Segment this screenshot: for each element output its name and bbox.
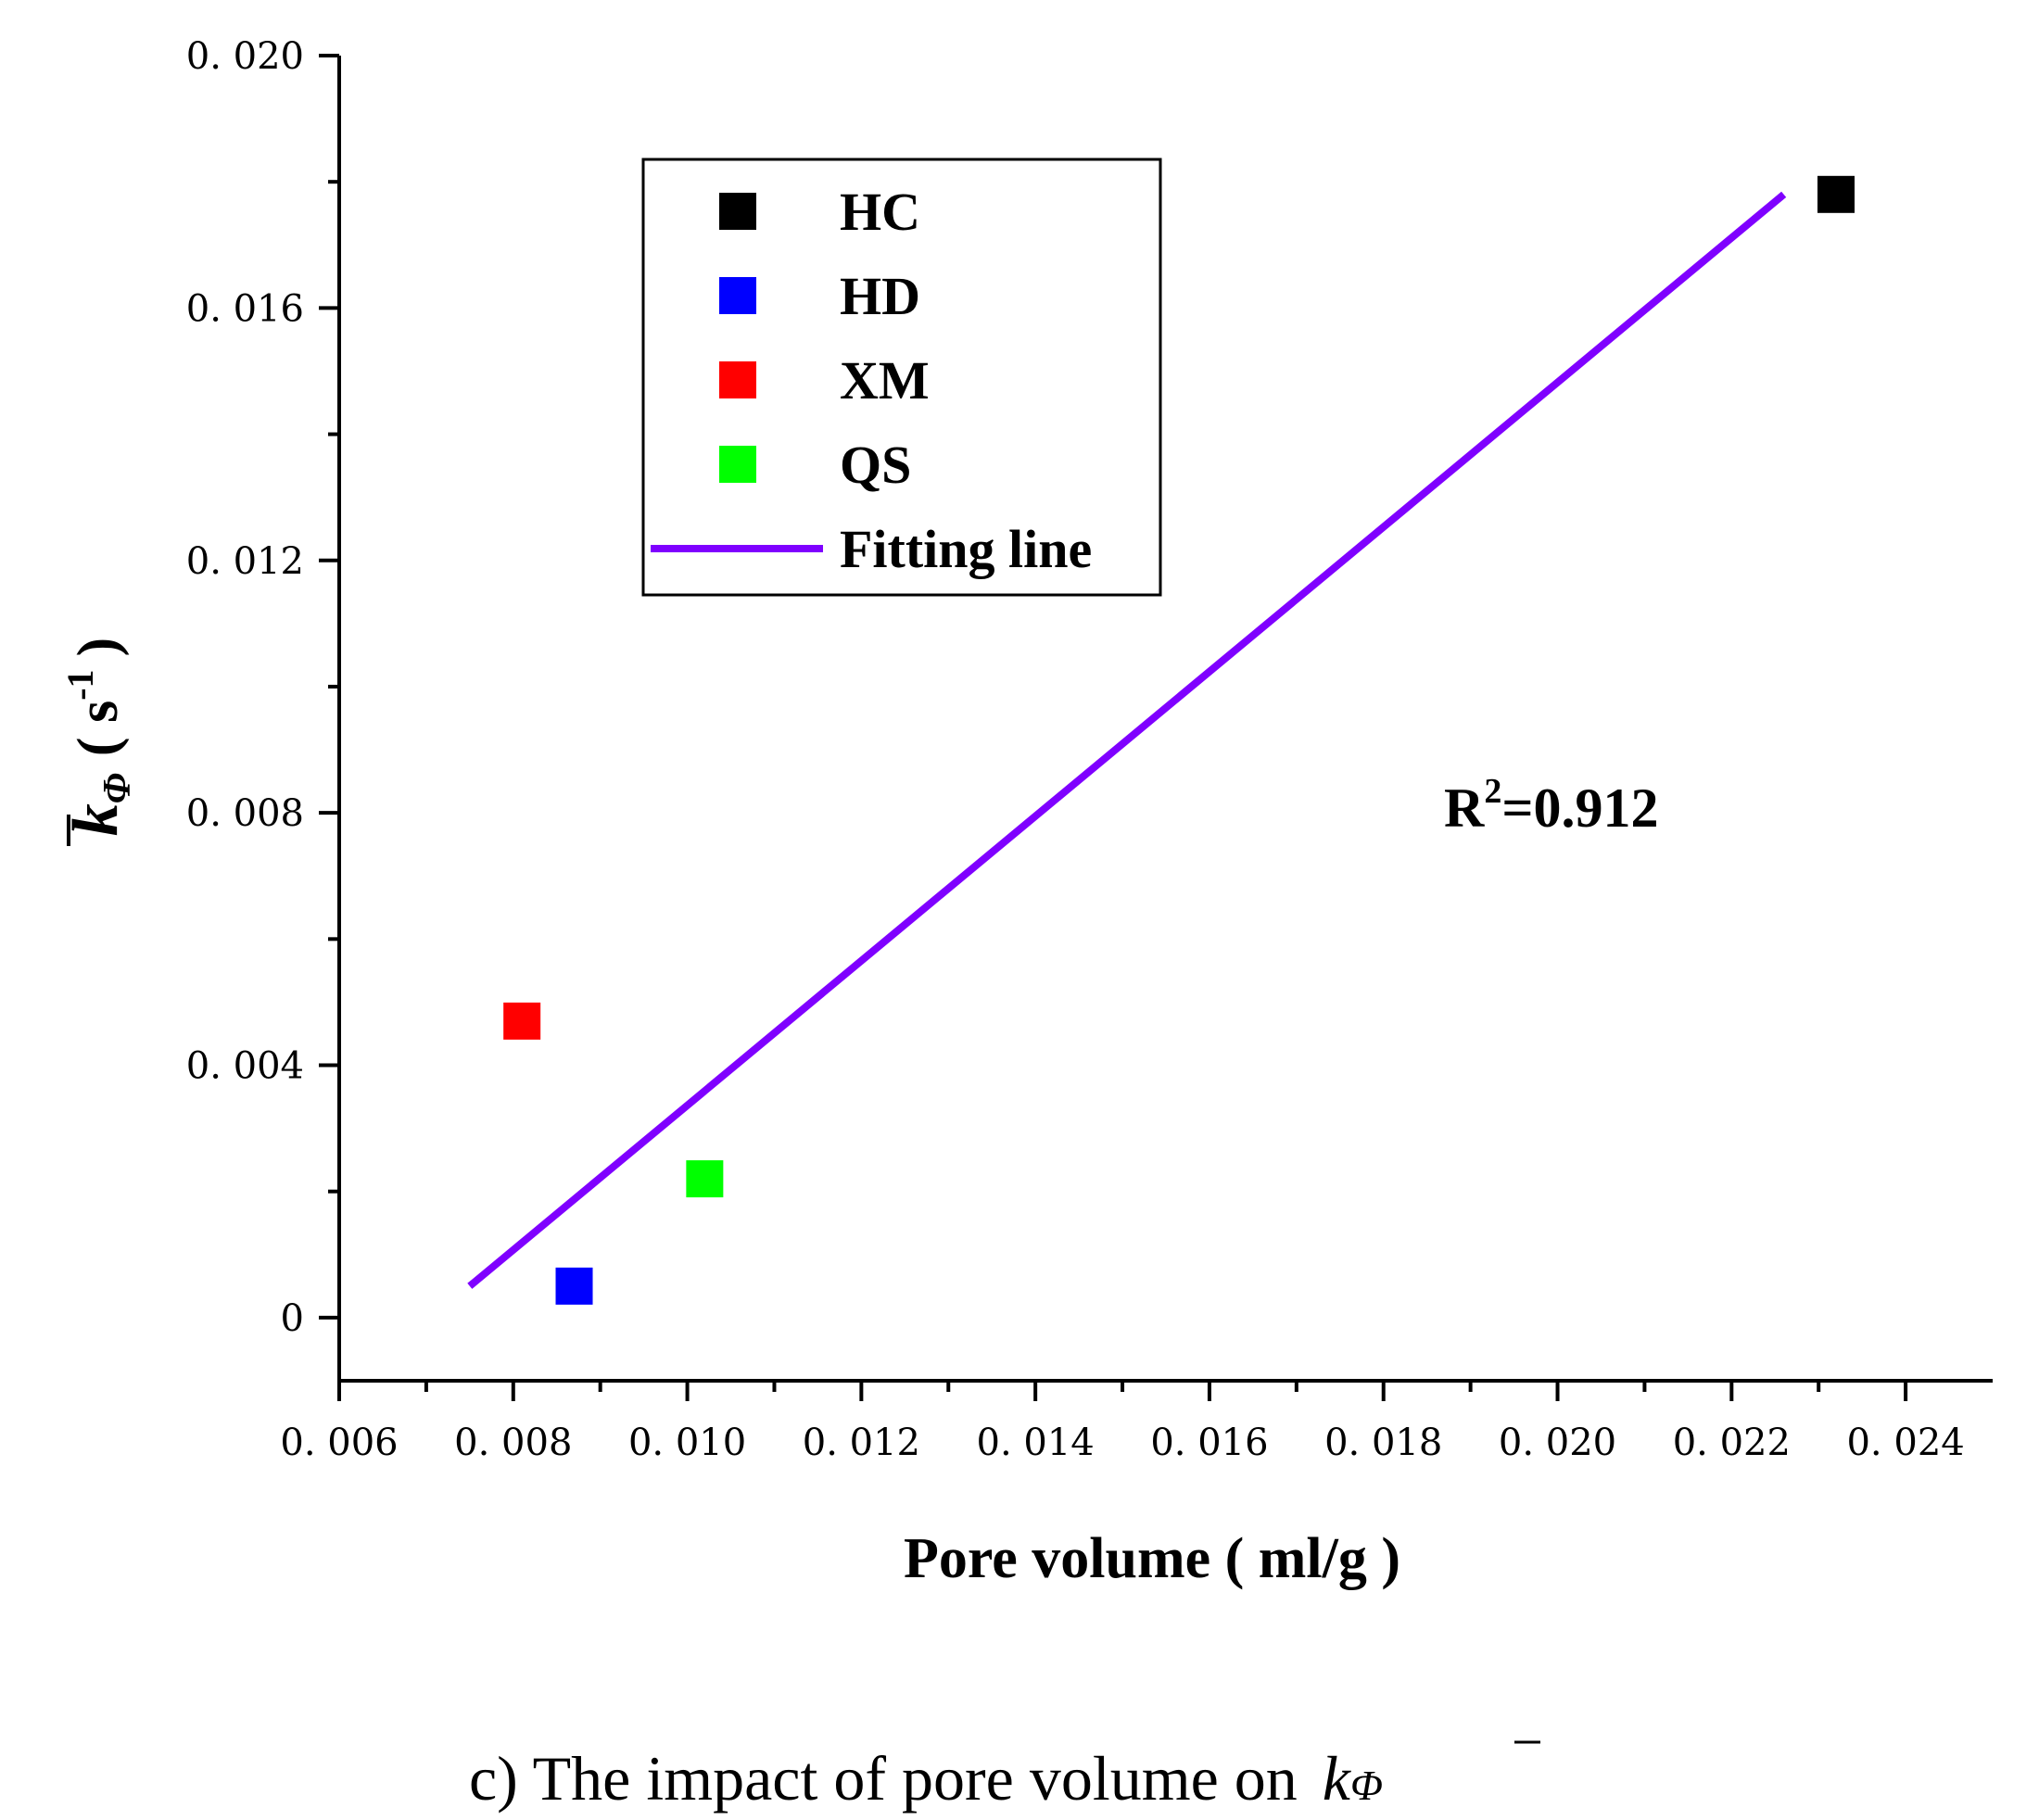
x-axis-title: Pore volume ( ml/g ): [904, 1527, 1400, 1590]
caption-subscript: Φ: [1350, 1762, 1383, 1809]
y-tick-label: 0: [281, 1297, 304, 1340]
y-axis-unit-sup: -1: [59, 669, 101, 700]
y-tick-label: 0. 016: [186, 287, 304, 330]
legend-label-hc: HC: [840, 182, 920, 242]
y-axis-title: kΦ ( s-1): [59, 638, 139, 846]
legend-marker-hd: [719, 277, 756, 314]
legend-label-fitting-line: Fitting line: [840, 519, 1092, 579]
legend: HC HD XM QS Fitting line: [641, 158, 1162, 597]
axes: 0 0. 004 0. 008 0. 012 0. 016 0. 020 0. 006 0. …: [186, 35, 1993, 1464]
x-tick-label: 0. 022: [1673, 1422, 1791, 1464]
y-axis-unit-open: ( s: [67, 701, 130, 756]
x-tick-label: 0. 012: [803, 1422, 920, 1464]
svg-text:kΦ( s-1): kΦ ( s-1): [59, 638, 139, 836]
point-hd: [555, 1267, 593, 1305]
x-tick-label: 0. 010: [628, 1422, 746, 1464]
annotation-rest: =0.912: [1501, 777, 1658, 839]
fit-line-layer: [467, 191, 1787, 1289]
annotation-prefix: R: [1444, 777, 1485, 839]
point-hc: [1817, 175, 1855, 213]
point-qs: [686, 1160, 724, 1198]
x-tick-label: 0. 020: [1499, 1422, 1616, 1464]
y-tick-label: 0. 008: [186, 792, 304, 835]
legend-label-qs: QS: [840, 435, 911, 495]
x-tick-label: 0. 018: [1324, 1422, 1442, 1464]
r-squared-annotation: R2=0.912: [1444, 772, 1659, 839]
figure-caption: c) The impact of pore volume on kΦ: [469, 1743, 1383, 1814]
fitting-line: [467, 191, 1787, 1289]
legend-marker-hc: [719, 193, 756, 230]
point-xm: [503, 1002, 541, 1040]
x-tick-label: 0. 014: [977, 1422, 1095, 1464]
data-points: [503, 175, 1855, 1305]
x-tick-label: 0. 016: [1150, 1422, 1268, 1464]
x-tick-label: 0. 006: [280, 1422, 398, 1464]
y-axis-subscript: Φ: [96, 773, 139, 803]
legend-label-hd: HD: [840, 266, 920, 326]
x-tick-label: 0. 008: [454, 1422, 572, 1464]
annotation-superscript: 2: [1484, 772, 1501, 811]
caption-symbol: k: [1323, 1743, 1352, 1814]
x-tick-label: 0. 024: [1846, 1422, 1964, 1464]
y-axis-unit-close: ): [67, 638, 130, 657]
legend-marker-qs: [719, 446, 756, 483]
y-axis-symbol: k: [60, 803, 132, 836]
caption-text: c) The impact of pore volume on: [469, 1743, 1313, 1814]
y-tick-label: 0. 004: [186, 1045, 304, 1088]
y-tick-label: 0. 020: [186, 35, 304, 78]
y-tick-label: 0. 012: [186, 540, 304, 583]
legend-marker-xm: [719, 361, 756, 398]
legend-items: HC HD XM QS Fitting line: [651, 182, 1092, 579]
legend-label-xm: XM: [840, 350, 930, 411]
